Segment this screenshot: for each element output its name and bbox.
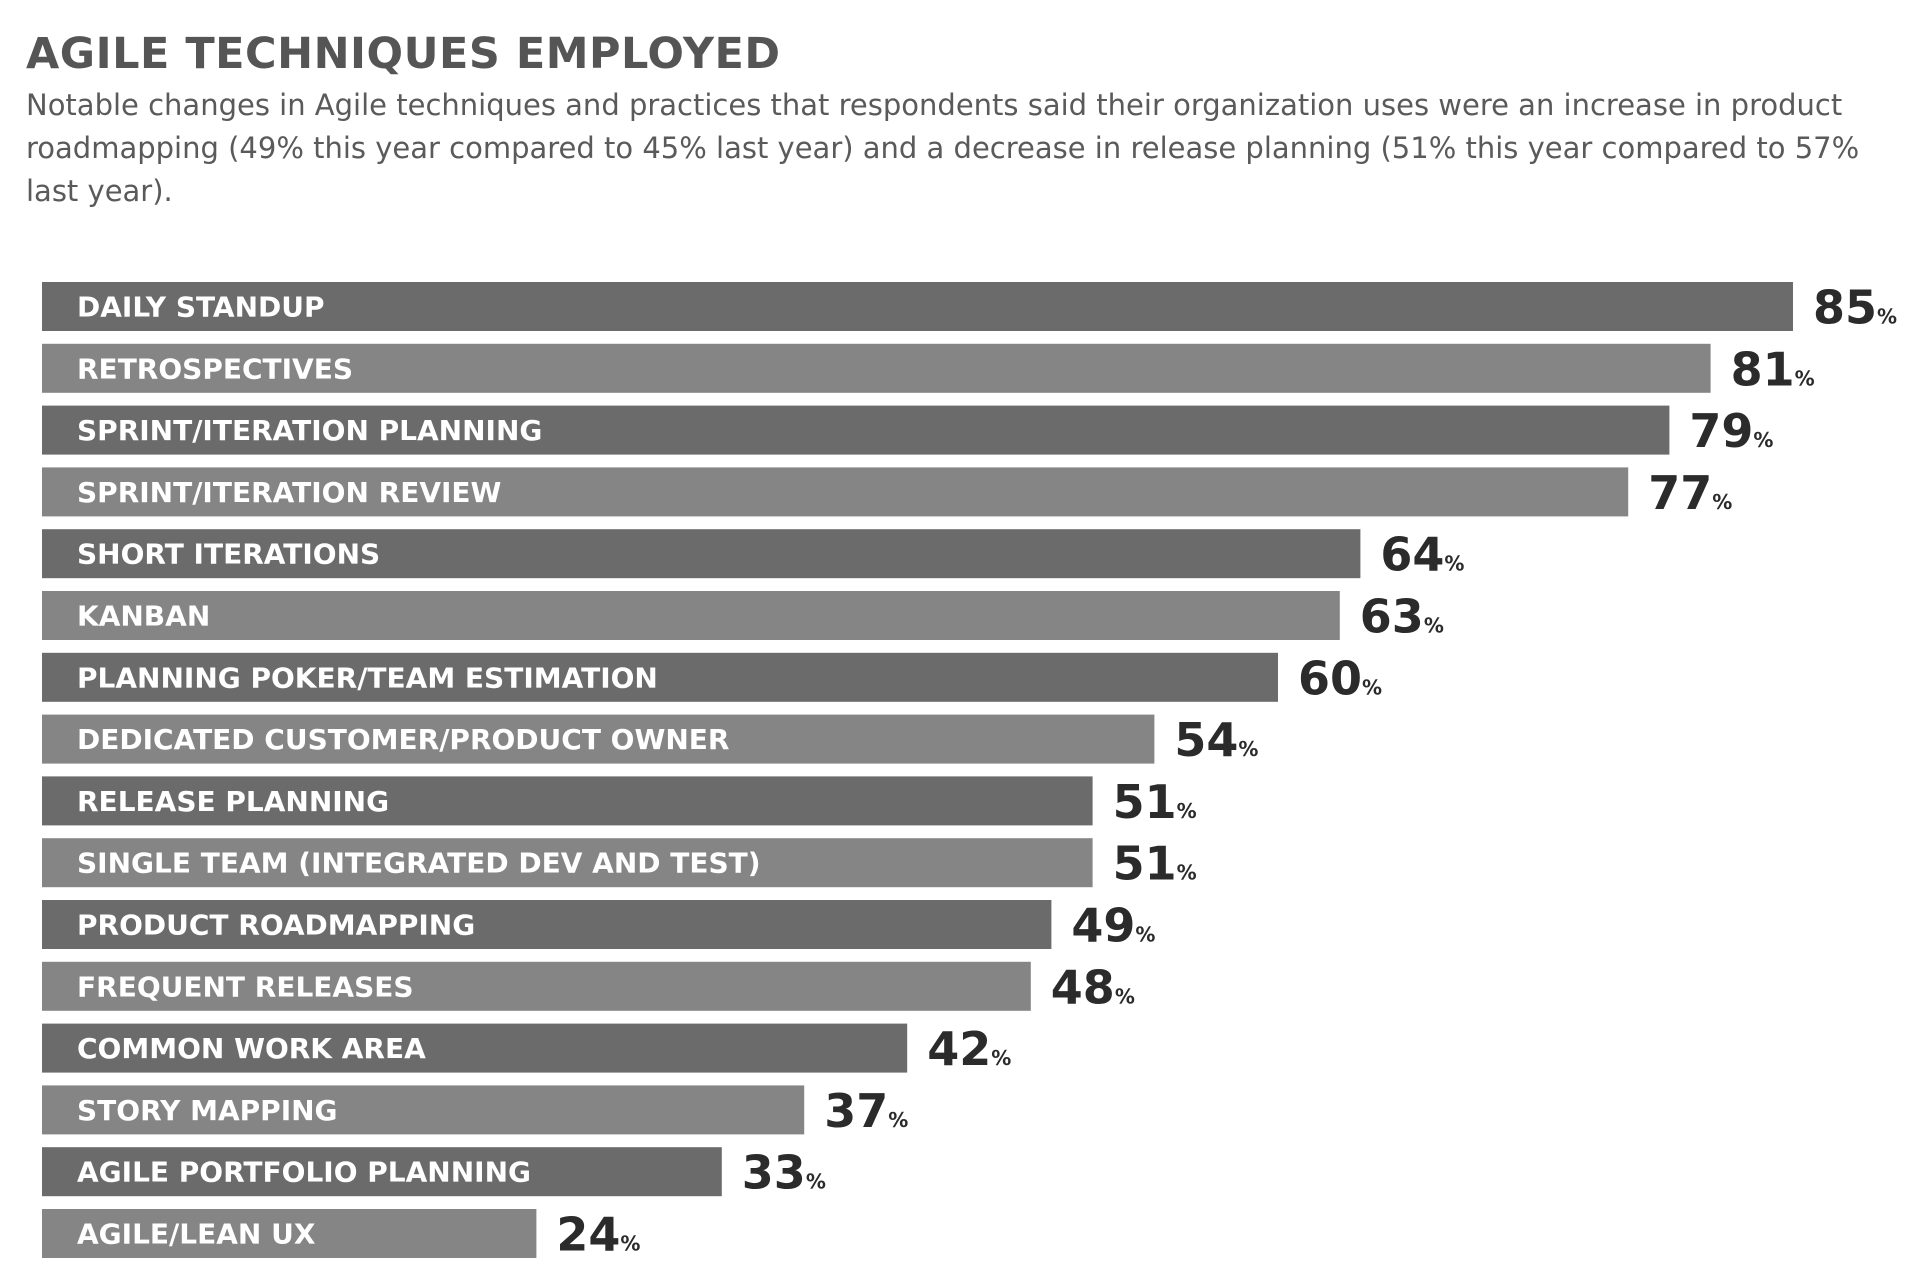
bar-label: AGILE PORTFOLIO PLANNING xyxy=(77,1156,531,1189)
value-label: 48% xyxy=(1051,960,1135,1014)
value-label: 51% xyxy=(1113,775,1197,829)
bar xyxy=(42,714,1155,764)
bar xyxy=(42,343,1711,393)
bar-label: AGILE/LEAN UX xyxy=(77,1218,316,1251)
value-label: 64% xyxy=(1380,528,1464,582)
bar-label: PRODUCT ROADMAPPING xyxy=(77,909,475,942)
bar xyxy=(42,1209,537,1258)
bar xyxy=(42,961,1031,1011)
bar-label: PLANNING POKER/TEAM ESTIMATION xyxy=(77,661,658,694)
bar-label: COMMON WORK AREA xyxy=(77,1032,426,1065)
bar xyxy=(42,1023,908,1073)
bar-label: FREQUENT RELEASES xyxy=(77,970,414,1003)
chart-subtitle: Notable changes in Agile techniques and … xyxy=(26,88,1860,208)
bar-label: DAILY STANDUP xyxy=(77,291,325,324)
value-label: 63% xyxy=(1360,590,1444,644)
bar xyxy=(42,405,1670,455)
bar-label: SINGLE TEAM (INTEGRATED DEV AND TEST) xyxy=(77,847,761,880)
bar xyxy=(42,838,1093,888)
bar xyxy=(42,591,1340,640)
bar xyxy=(42,652,1278,702)
value-label: 54% xyxy=(1174,713,1258,767)
bar-label: SPRINT/ITERATION REVIEW xyxy=(77,476,502,509)
value-label: 85% xyxy=(1813,281,1897,335)
bar xyxy=(42,776,1093,826)
bar xyxy=(42,467,1629,517)
value-label: 77% xyxy=(1648,466,1732,520)
value-label: 37% xyxy=(824,1084,908,1138)
bar-label: RELEASE PLANNING xyxy=(77,785,389,818)
chart-title: AGILE TECHNIQUES EMPLOYED xyxy=(26,29,781,79)
value-label: 79% xyxy=(1689,404,1773,458)
bar-label: KANBAN xyxy=(77,600,210,633)
value-label: 60% xyxy=(1298,651,1382,705)
value-label: 42% xyxy=(927,1022,1011,1076)
bar xyxy=(42,1147,722,1197)
bar-label: SPRINT/ITERATION PLANNING xyxy=(77,414,542,447)
value-label: 51% xyxy=(1113,837,1197,891)
value-label: 81% xyxy=(1731,342,1815,396)
value-label: 33% xyxy=(742,1146,826,1200)
bar xyxy=(42,282,1793,331)
bar xyxy=(42,1085,805,1135)
bar-label: STORY MAPPING xyxy=(77,1094,338,1127)
bar-label: SHORT ITERATIONS xyxy=(77,538,380,571)
bar xyxy=(42,529,1361,579)
bar-label: DEDICATED CUSTOMER/PRODUCT OWNER xyxy=(77,723,730,756)
bar-label: RETROSPECTIVES xyxy=(77,352,353,385)
value-label: 24% xyxy=(556,1208,640,1262)
value-label: 49% xyxy=(1071,899,1155,953)
bar xyxy=(42,900,1052,949)
